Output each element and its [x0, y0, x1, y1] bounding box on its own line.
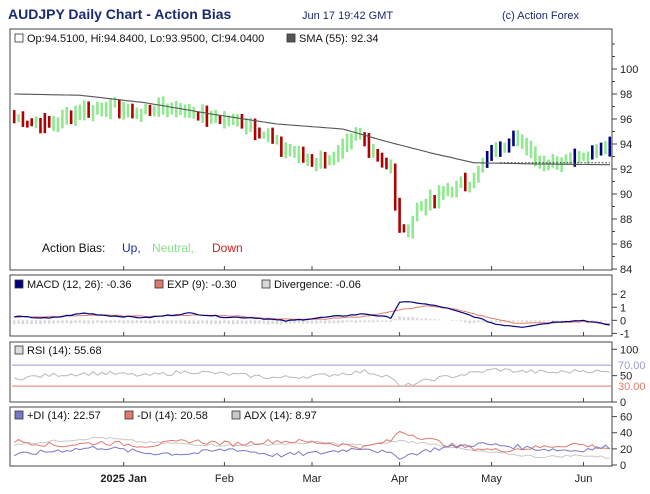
rsi-line	[13, 367, 610, 387]
plus-di-legend-swatch	[14, 410, 24, 420]
price-axis-tick-label: 96	[620, 114, 632, 126]
x-tick-label: Mar	[303, 473, 322, 485]
plus-di-line	[13, 442, 611, 460]
price-axis-tick-label: 88	[620, 214, 632, 226]
sma-legend-swatch	[286, 33, 296, 43]
dmi-axis-tick-label: 60	[620, 412, 632, 424]
chart-timestamp: Jun 17 19:42 GMT	[302, 10, 393, 22]
price-axis-tick-label: 86	[620, 239, 632, 251]
price-axis-tick-label: 92	[620, 164, 632, 176]
dmi-axis-tick-label: 0	[620, 460, 626, 472]
divergence-legend-swatch	[261, 279, 271, 289]
sma-line	[14, 93, 610, 166]
action-bias-up: Up,	[122, 241, 141, 255]
macd-axis-tick-label: -1	[620, 328, 630, 340]
ohlc-legend-swatch	[14, 33, 24, 43]
rsi-lower-label: 30.00	[618, 381, 646, 393]
dmi-axis-tick-label: 40	[620, 428, 632, 440]
rsi-legend-label: RSI (14): 55.68	[27, 345, 102, 357]
macd-legend-swatch	[14, 279, 24, 289]
ohlc-info: Op:94.5100, Hi:94.8400, Lo:93.9500, Cl:9…	[27, 33, 264, 45]
price-panel-frame	[9, 28, 613, 271]
x-tick-label: Feb	[215, 473, 234, 485]
adx-legend-label: ADX (14): 8.97	[244, 410, 317, 422]
minus-di-legend-label: -DI (14): 20.58	[137, 410, 208, 422]
price-axis-tick-label: 84	[620, 264, 632, 276]
adx-legend-swatch	[231, 410, 241, 420]
action-bias-label: Action Bias:	[42, 241, 105, 255]
x-tick-label: Apr	[391, 473, 408, 485]
chart-title: AUDJPY Daily Chart - Action Bias	[8, 6, 231, 22]
rsi-upper-label: 70.00	[618, 360, 646, 372]
dmi-panel-frame	[9, 406, 613, 467]
divergence-legend-label: Divergence: -0.06	[274, 279, 361, 291]
price-axis-tick-label: 94	[620, 139, 632, 151]
price-axis-tick-label: 98	[620, 89, 632, 101]
x-tick-label: Jun	[575, 473, 593, 485]
rsi-legend-swatch	[14, 345, 24, 355]
macd-line	[14, 301, 610, 328]
action-bias-down: Down	[212, 241, 243, 255]
adx-line	[14, 436, 610, 459]
exp-legend-swatch	[154, 279, 164, 289]
macd-axis-tick-label: 0	[620, 315, 626, 327]
sma-legend-label: SMA (55): 92.34	[299, 33, 379, 45]
minus-di-legend-swatch	[124, 410, 134, 420]
action-bias-neutral: Neutral,	[152, 241, 194, 255]
macd-legend-label: MACD (12, 26): -0.36	[27, 279, 132, 291]
x-tick-label: 2025 Jan	[100, 473, 147, 485]
price-axis-tick-label: 90	[620, 189, 632, 201]
macd-axis-tick-label: 1	[620, 302, 626, 314]
dmi-axis-tick-label: 20	[620, 444, 632, 456]
minus-di-line	[13, 430, 610, 453]
rsi-axis-tick-label: 50	[620, 371, 632, 383]
exp-legend-label: EXP (9): -0.30	[167, 279, 237, 291]
plus-di-legend-label: +DI (14): 22.57	[27, 410, 101, 422]
macd-axis-tick-label: 2	[620, 289, 626, 301]
rsi-axis-tick-label: 100	[620, 344, 638, 356]
price-axis-tick-label: 100	[620, 64, 638, 76]
x-tick-label: May	[481, 473, 502, 485]
rsi-axis-tick-label: 0	[620, 397, 626, 409]
chart-copyright: (c) Action Forex	[502, 10, 580, 22]
